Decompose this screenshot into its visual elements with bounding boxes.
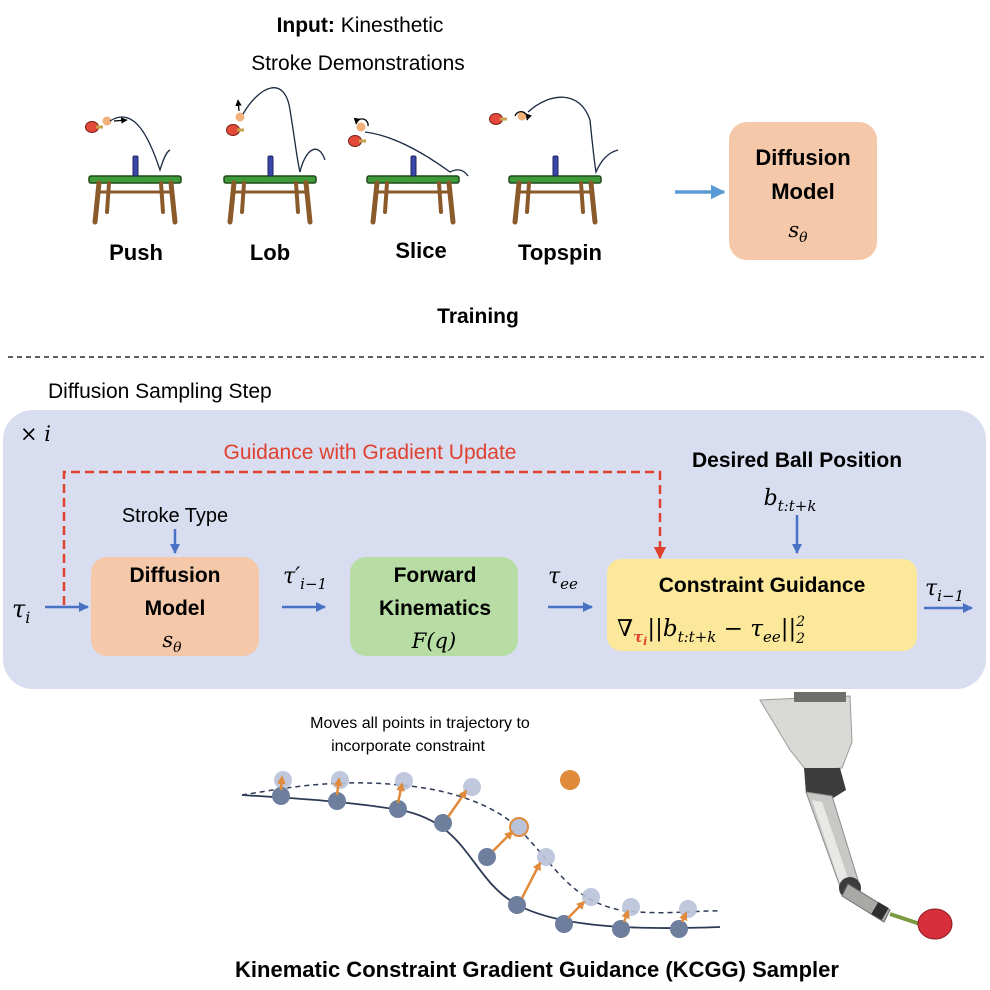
svg-text:Diffusion: Diffusion: [755, 145, 850, 170]
sampler-note-line2: incorporate constraint: [331, 738, 485, 755]
original-nodes: [272, 787, 688, 938]
svg-text:sθ: sθ: [162, 628, 182, 656]
sampling-section-label: Diffusion Sampling Step: [48, 380, 272, 403]
desired-ball-title: Desired Ball Position: [692, 449, 902, 472]
stroke-label-lob: Lob: [250, 240, 290, 265]
tau-out-label: τi−1: [925, 576, 964, 605]
forward-kinematics-box: Forward Kinematics F(q): [350, 557, 518, 656]
training-diffusion-model-box: Diffusion Model sθ: [729, 122, 877, 260]
sampler-note-line1: Moves all points in trajectory to: [310, 715, 530, 732]
sampling-diffusion-model-box: Diffusion Model sθ: [91, 557, 259, 656]
input-label: Input: Kinesthetic: [277, 14, 444, 37]
stroke-label-push: Push: [109, 240, 163, 265]
stroke-topspin-illustration: [489, 96, 619, 222]
svg-text:Model: Model: [771, 179, 835, 204]
training-section-label: Training: [437, 305, 519, 328]
stroke-label-topspin: Topspin: [518, 240, 602, 265]
tau-prime-label: τ′i−1: [283, 564, 327, 593]
tau-in-label: τi: [12, 595, 30, 627]
stroke-lob-illustration: [224, 87, 326, 222]
stroke-type-label: Stroke Type: [122, 505, 228, 527]
svg-text:Forward: Forward: [394, 564, 477, 587]
stroke-slice-illustration: [348, 117, 469, 222]
stroke-push-illustration: [85, 116, 182, 223]
svg-text:Constraint Guidance: Constraint Guidance: [659, 574, 866, 597]
sampler-title: Kinematic Constraint Gradient Guidance (…: [235, 957, 839, 982]
gradient-update-arrows: [277, 775, 688, 923]
input-label-line2: Stroke Demonstrations: [251, 52, 465, 75]
repeat-label: × i: [20, 422, 51, 446]
svg-text:Kinematics: Kinematics: [379, 597, 491, 620]
constraint-guidance-box: Constraint Guidance ∇τi||bt:t+k − τee||2…: [607, 559, 917, 651]
guided-trajectory: [241, 782, 721, 914]
stroke-label-slice: Slice: [395, 238, 446, 263]
original-trajectory: [241, 794, 721, 929]
svg-text:Diffusion: Diffusion: [130, 564, 221, 587]
constraint-formula: ∇τi||bt:t+k − τee||2 2: [617, 614, 805, 648]
robot-arm-image: [759, 692, 953, 940]
svg-text:F(q): F(q): [411, 629, 456, 653]
svg-text:sθ: sθ: [788, 218, 808, 246]
desired-ball-symbol: bt:t+k: [764, 486, 817, 515]
desired-ball-marker: [560, 770, 580, 790]
tau-ee-label: τee: [548, 564, 578, 593]
guidance-dashed-arrow: [62, 470, 667, 605]
guidance-label: Guidance with Gradient Update: [223, 441, 516, 464]
svg-text:Model: Model: [145, 597, 206, 620]
